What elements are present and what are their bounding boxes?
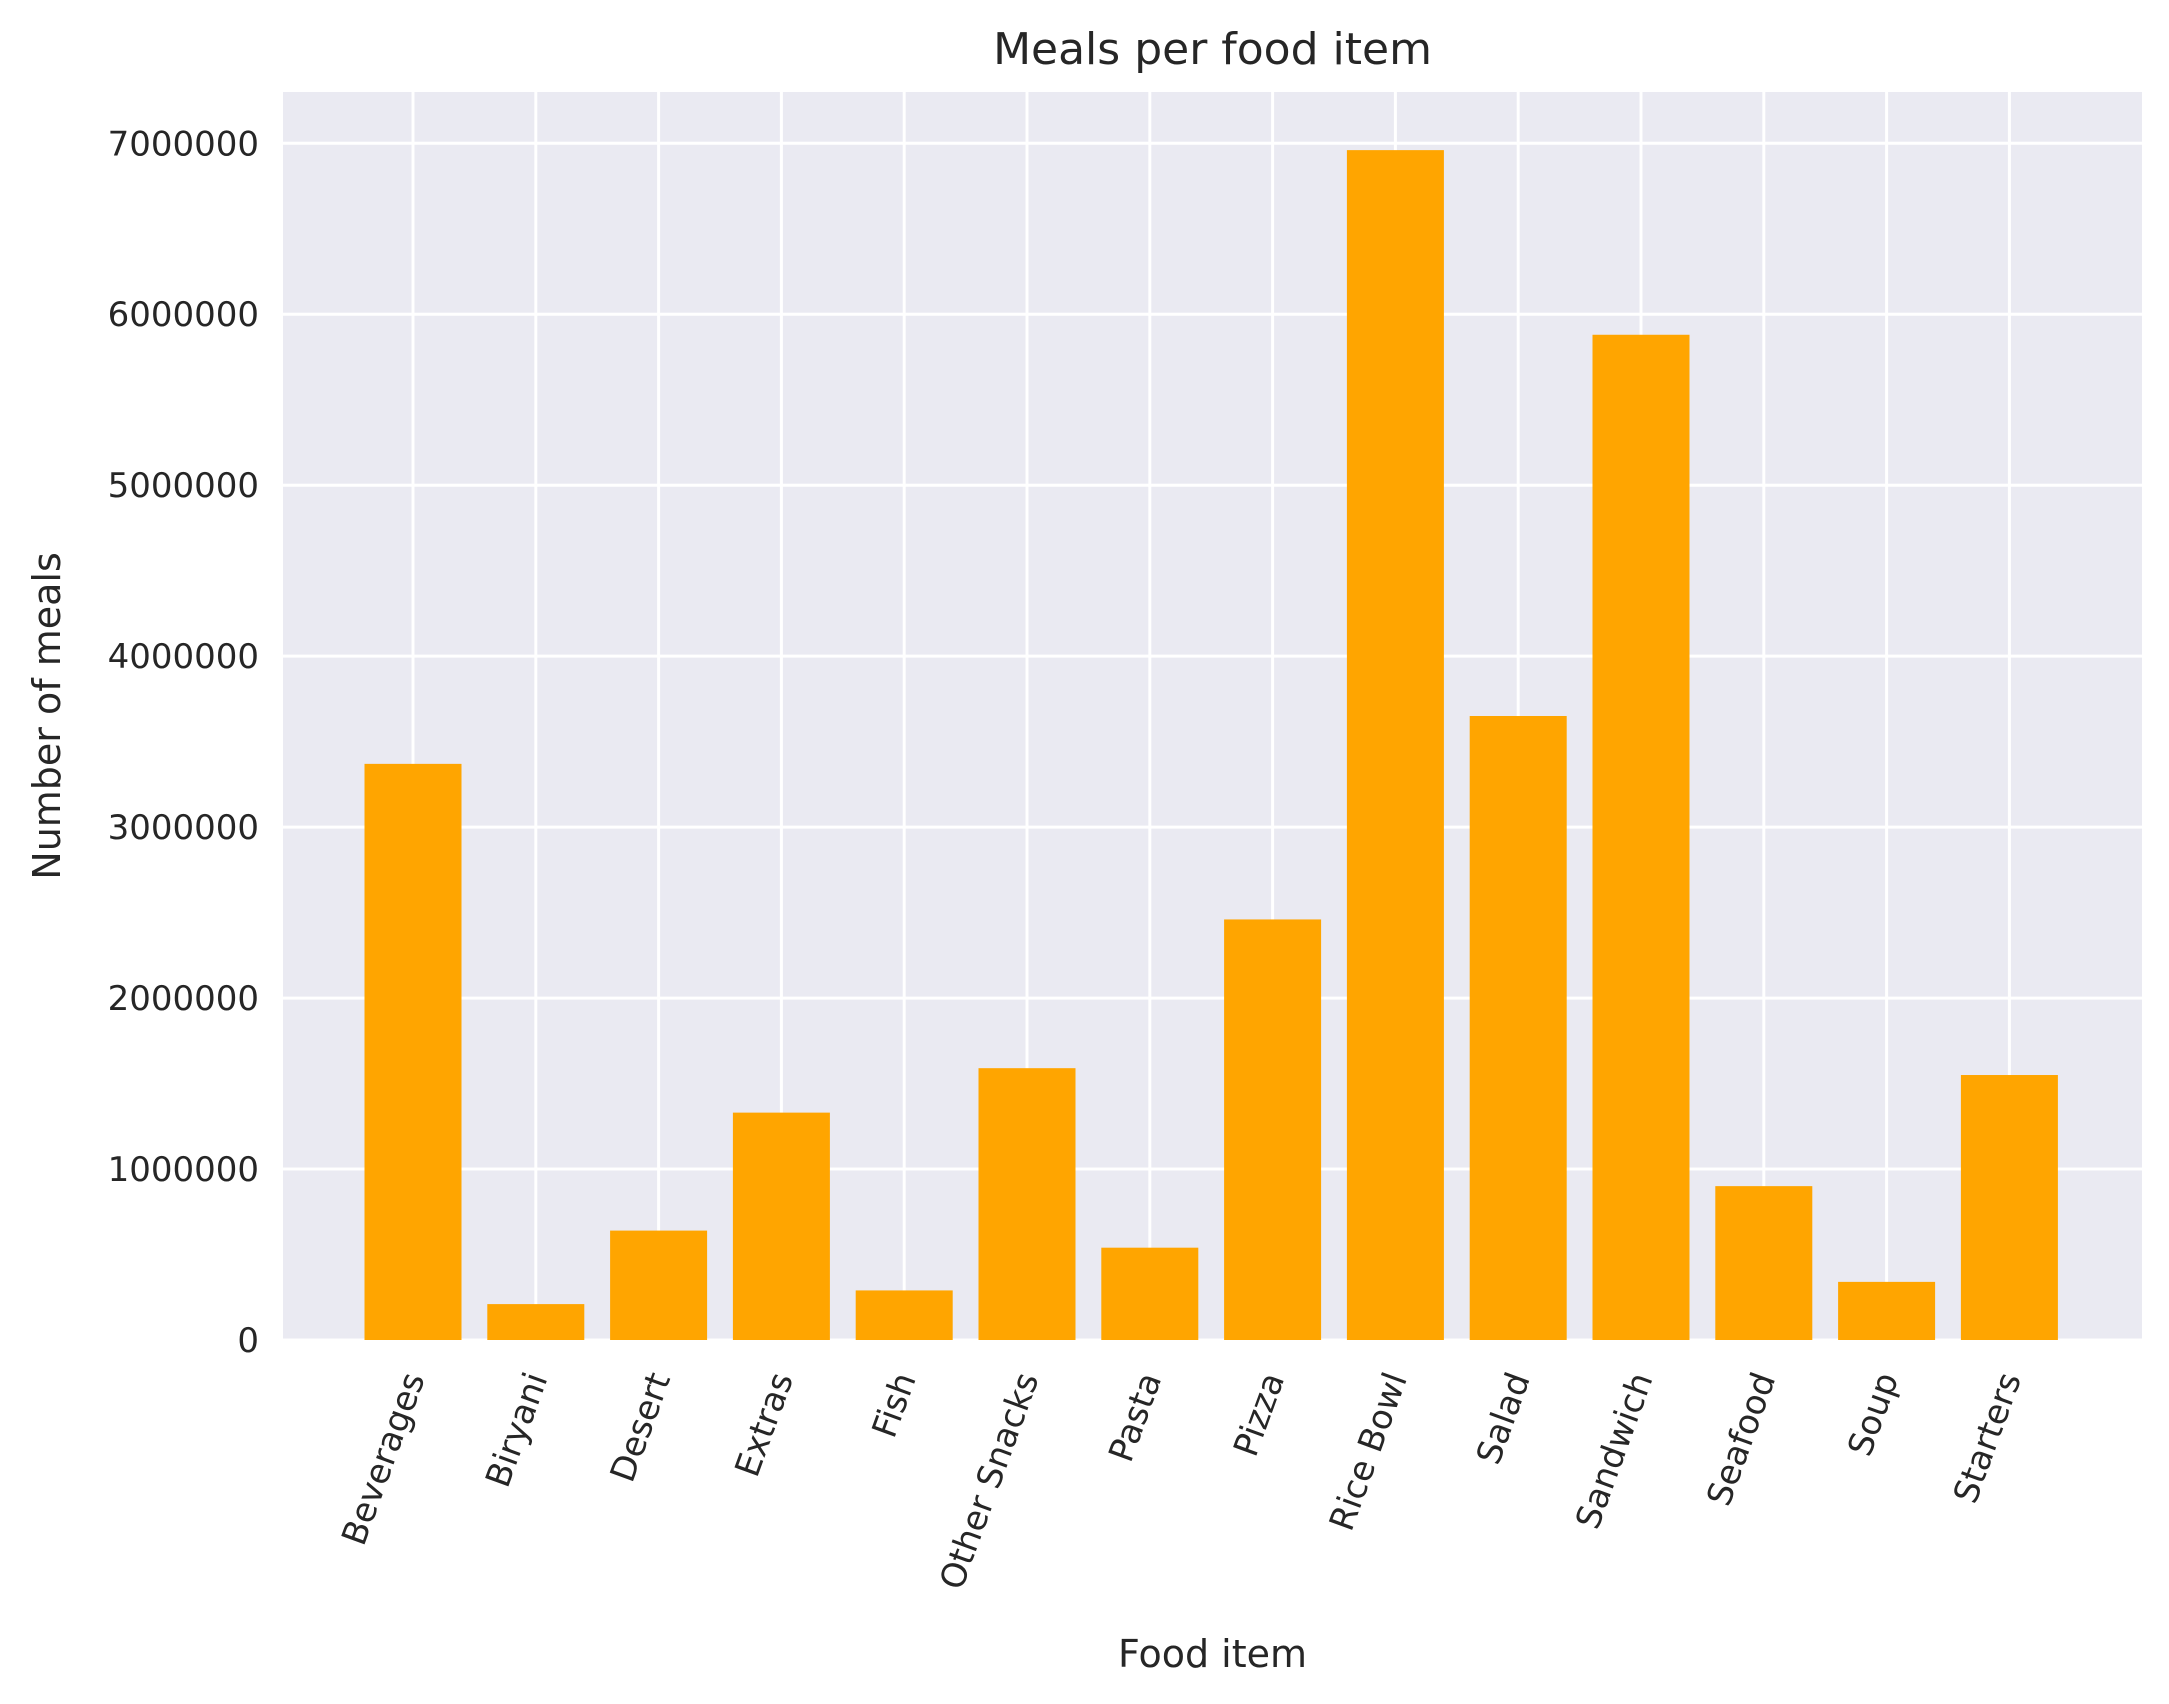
bar-desert [610,1230,708,1340]
bar-other-snacks [978,1068,1076,1340]
x-axis-label: Food item [1118,1632,1307,1676]
x-tick-label: Fish [865,1367,925,1443]
x-tick-label: Other Snacks [932,1367,1047,1594]
chart-title: Meals per food item [993,24,1432,75]
y-tick-label: 5000000 [108,466,259,506]
x-tick-label: Extras [728,1367,802,1482]
x-tick-label: Pizza [1226,1367,1293,1461]
y-tick-label: 0 [237,1321,259,1361]
bar-pizza [1224,919,1322,1340]
y-tick-labels: 0 1000000 2000000 3000000 4000000 5000000 6000… [108,124,259,1361]
x-tick-labels: Beverages Biryani Desert Extras Fish Other Sn… [334,1367,2030,1594]
bar-beverages [364,763,462,1340]
x-tick-label: Sandwich [1568,1367,1661,1534]
y-tick-label: 2000000 [108,979,259,1019]
x-tick-label: Pasta [1101,1367,1170,1467]
bar-salad [1469,716,1567,1340]
y-tick-label: 7000000 [108,124,259,164]
x-tick-label: Rice Bowl [1322,1367,1416,1536]
y-tick-label: 6000000 [108,295,259,335]
x-tick-label: Seafood [1699,1367,1784,1511]
bar-rice-bowl [1346,150,1444,1341]
x-tick-label: Biryani [478,1367,556,1492]
bar-fish [855,1290,953,1340]
x-tick-label: Desert [603,1367,679,1487]
bar-sandwich [1592,334,1690,1340]
y-tick-label: 1000000 [108,1150,259,1190]
bar-soup [1838,1281,1936,1340]
x-tick-label: Beverages [334,1367,433,1550]
bar-starters [1960,1075,2058,1340]
plot-area [283,92,2142,1340]
y-tick-label: 3000000 [108,808,259,848]
x-tick-label: Salad [1469,1367,1539,1469]
y-tick-label: 4000000 [108,637,259,677]
bar-pasta [1101,1247,1199,1340]
bar-seafood [1715,1186,1813,1340]
x-tick-label: Starters [1946,1367,2030,1508]
bar-biryani [487,1304,585,1340]
x-tick-label: Soup [1840,1367,1907,1461]
y-axis-label: Number of meals [25,552,69,879]
bars [364,150,2058,1341]
bar-extras [732,1112,830,1340]
